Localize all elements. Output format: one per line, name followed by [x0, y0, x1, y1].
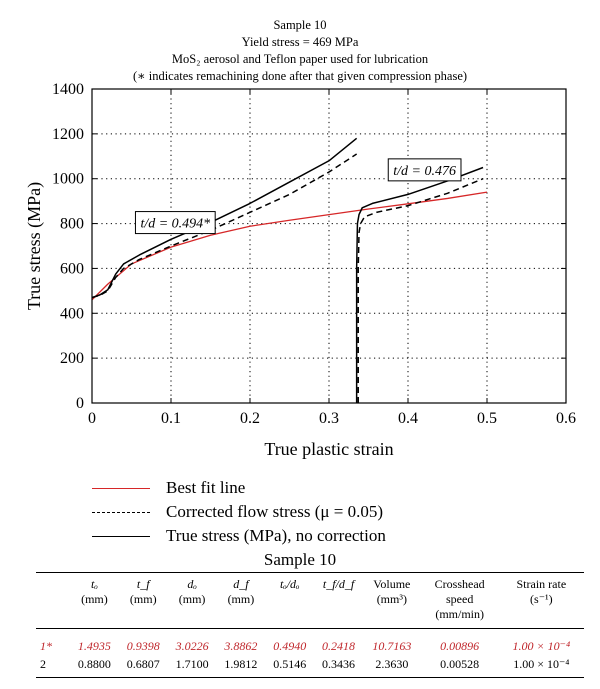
x-tick-label: 0.2 — [240, 410, 260, 427]
table-cell: 1.9812 — [216, 655, 266, 678]
y-tick-label: 800 — [60, 216, 84, 233]
chart-title-line-1: Sample 10 — [273, 18, 327, 32]
header-sym: Volume — [373, 577, 411, 591]
x-tick-label: 0 — [88, 410, 96, 427]
chart-title-line-4: (∗ indicates remachining done after that… — [132, 69, 468, 83]
table-cell: 0.3436 — [314, 655, 363, 678]
annotations: t/d = 0.494* t/d = 0.476 — [134, 158, 462, 235]
x-tick-label: 0.1 — [161, 410, 181, 427]
table-cell: 0.00896 — [440, 639, 480, 653]
axis-ticks: 0 0.1 0.2 0.3 0.4 0.5 0.6 0 200 400 600 800 1000 1200… — [52, 81, 576, 427]
table-row: 1* 1.4935 0.9398 3.0226 3.8862 0.4940 0.… — [36, 629, 584, 656]
sample-data-table: tₒ (mm) t_f (mm) dₒ (mm) d_f (mm) tₒ/dₒ t_f/… — [36, 572, 584, 678]
annotation-text: t/d = 0.476 — [393, 164, 456, 179]
table-cell: 1.4935 — [77, 639, 111, 653]
header-cell-tf: t_f (mm) — [118, 572, 168, 629]
table-title: Sample 10 — [263, 550, 337, 569]
header-sym: d_f — [233, 577, 249, 591]
table-cell: 0.00528 — [420, 655, 499, 678]
y-tick-label: 0 — [76, 395, 84, 412]
annotation-1: t/d = 0.476 — [387, 158, 462, 182]
table-cell: 0.2418 — [322, 639, 356, 653]
x-axis-label: True plastic strain — [264, 439, 393, 459]
header-sym: t_f — [136, 577, 150, 591]
table-cell: 0.5146 — [265, 655, 315, 678]
table-cell: 1.00 × 10⁻⁴ — [498, 655, 584, 678]
header-unit: (mm) — [129, 592, 157, 606]
header-cell-do: dₒ (mm) — [167, 572, 217, 629]
table-cell: 10.7163 — [372, 639, 412, 653]
header-sym: Strain rate — [516, 577, 567, 591]
header-sym: dₒ — [187, 577, 197, 591]
header-cell-strain-rate: Strain rate (s⁻¹) — [498, 572, 584, 629]
header-cell-to-do: tₒ/dₒ — [265, 572, 315, 629]
x-tick-label: 0.3 — [319, 410, 339, 427]
table-cell: 1* — [40, 639, 52, 653]
y-tick-label: 400 — [60, 305, 84, 322]
header-cell-tf-df: t_f/d_f — [314, 572, 363, 629]
chart-title-line-3: MoS₂ aerosol and Teflon paper used for l… — [171, 52, 429, 66]
y-tick-label: 1400 — [52, 81, 84, 98]
legend-swatch-true-stress — [92, 535, 150, 537]
header-sym: tₒ — [91, 577, 98, 591]
header-unit: (mm) — [81, 592, 108, 606]
legend-item-best-fit: Best fit line — [92, 476, 386, 500]
legend-label-corrected: Corrected flow stress (μ = 0.05) — [166, 502, 383, 521]
legend-swatch-best-fit — [92, 487, 150, 489]
annotation-text: t/d = 0.494* — [140, 217, 210, 232]
y-tick-label: 1000 — [52, 171, 84, 188]
table-cell: 3.8862 — [224, 639, 258, 653]
table-cell: 0.8800 — [70, 655, 119, 678]
annotation-0: t/d = 0.494* — [134, 211, 216, 235]
annotation-box — [387, 158, 462, 182]
table-cell: 1.7100 — [167, 655, 217, 678]
legend-item-corrected: Corrected flow stress (μ = 0.05) — [92, 500, 386, 524]
series-line-3 — [91, 137, 358, 299]
annotation-box — [134, 211, 216, 235]
y-tick-label: 200 — [60, 350, 84, 367]
legend-label-best-fit: Best fit line — [166, 478, 246, 497]
header-sym: tₒ/dₒ — [279, 577, 300, 591]
table-cell: 0.6807 — [118, 655, 168, 678]
table-row: 2 0.8800 0.6807 1.7100 1.9812 0.5146 0.3… — [36, 655, 584, 678]
y-axis-label: True stress (MPa) — [24, 182, 45, 310]
table-cell: 2.3630 — [362, 655, 421, 678]
x-tick-label: 0.6 — [556, 410, 576, 427]
x-tick-label: 0.5 — [477, 410, 497, 427]
header-cell-to: tₒ (mm) — [70, 572, 119, 629]
stress-strain-chart: 0 0.1 0.2 0.3 0.4 0.5 0.6 0 200 400 600 800 1000 1200… — [24, 81, 576, 459]
legend: Best fit line Corrected flow stress (μ =… — [92, 476, 386, 548]
table-cell: 0.9398 — [126, 639, 160, 653]
header-unit: (mm³) — [376, 592, 407, 606]
table-header-row: tₒ (mm) t_f (mm) dₒ (mm) d_f (mm) tₒ/dₒ t_f/… — [36, 572, 584, 629]
x-tick-label: 0.4 — [398, 410, 418, 427]
header-cell-crosshead: Crosshead speed (mm/min) — [420, 572, 499, 629]
legend-label-true-stress: True stress (MPa), no correction — [166, 526, 386, 545]
table-cell: 0.4940 — [273, 639, 307, 653]
y-tick-label: 1200 — [52, 126, 84, 143]
header-cell-volume: Volume (mm³) — [362, 572, 421, 629]
series-line-4 — [355, 166, 484, 403]
series-line-0 — [91, 191, 488, 301]
table-cell: 2 — [36, 655, 70, 678]
table-cell: 3.0226 — [175, 639, 209, 653]
y-tick-label: 600 — [60, 260, 84, 277]
series-line-2 — [357, 178, 484, 403]
header-unit: (mm) — [178, 592, 206, 606]
series-layer — [91, 137, 488, 403]
legend-swatch-corrected — [92, 511, 150, 513]
header-sym: Crosshead speed — [434, 577, 485, 606]
header-unit: (mm) — [227, 592, 255, 606]
table-cell: 1.00 × 10⁻⁴ — [512, 639, 571, 653]
series-line-1 — [91, 153, 358, 299]
legend-item-true-stress: True stress (MPa), no correction — [92, 524, 386, 548]
header-unit: (mm/min) — [435, 607, 484, 621]
chart-title-line-2: Yield stress = 469 MPa — [241, 35, 359, 49]
header-unit: (s⁻¹) — [530, 592, 553, 606]
grid-lines — [92, 89, 566, 403]
header-cell-df: d_f (mm) — [216, 572, 266, 629]
header-cell-run — [36, 572, 70, 629]
header-sym: t_f/d_f — [322, 577, 355, 591]
